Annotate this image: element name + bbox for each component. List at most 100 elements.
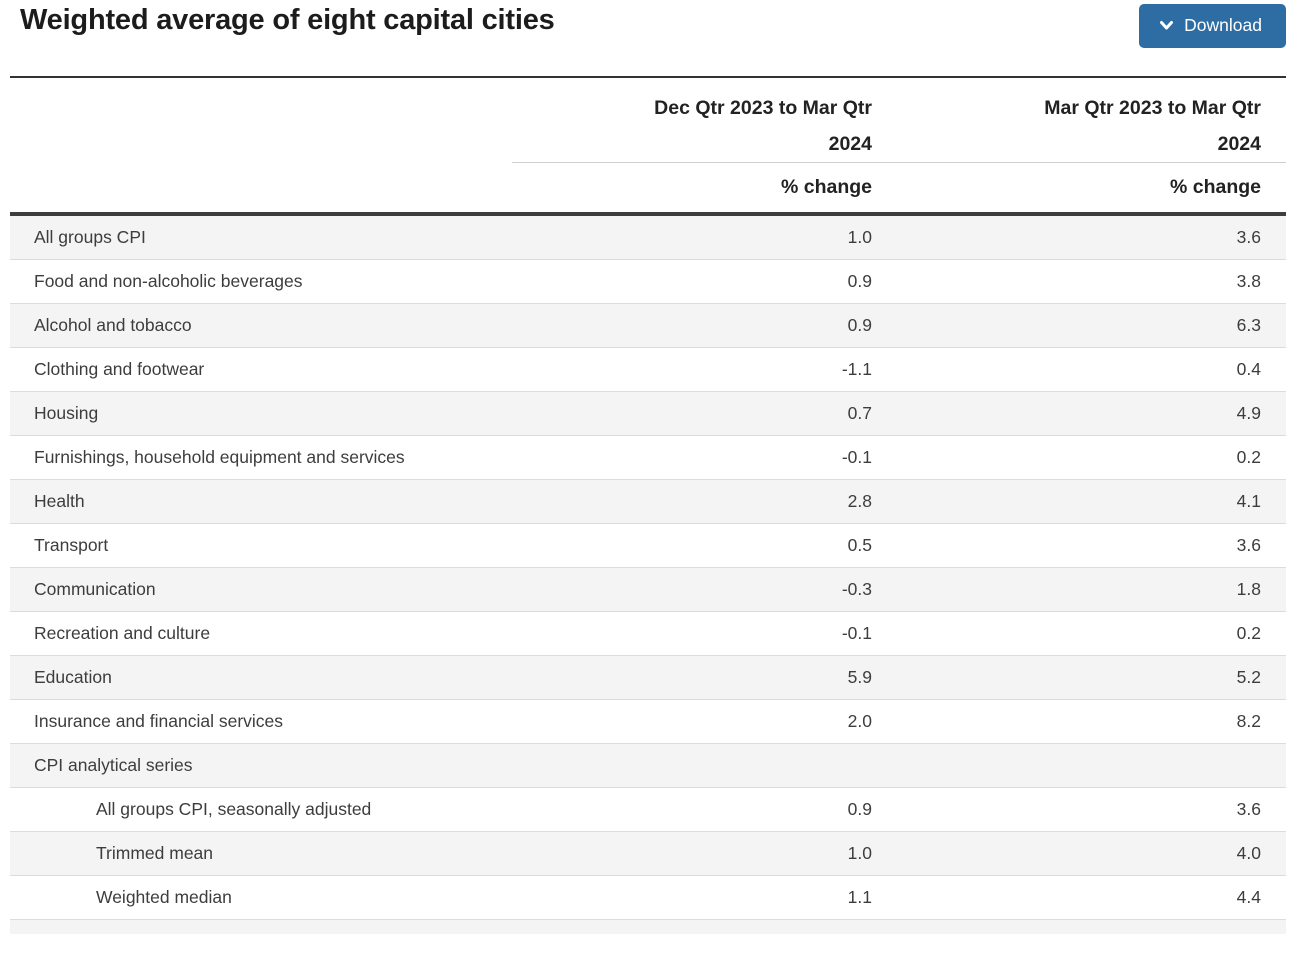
row-value-annual: 1.8 <box>1236 579 1261 599</box>
row-value-annual <box>897 744 1286 787</box>
partial-next-row <box>10 920 1286 934</box>
row-value-quarterly: 0.9 <box>847 315 872 335</box>
row-value-quarterly: 0.9 <box>847 799 872 819</box>
row-label-cell: CPI analytical series <box>10 744 512 787</box>
row-value-annual: 4.1 <box>1236 491 1261 511</box>
row-label-cell: Health <box>10 480 512 523</box>
table-row: All groups CPI 1.0 3.6 <box>10 216 1286 260</box>
row-value-quarterly: 1.0 <box>847 227 872 247</box>
row-value-annual: 5.2 <box>1236 667 1261 687</box>
unit-quarterly: % change <box>780 176 872 198</box>
row-label-cell: Alcohol and tobacco <box>10 304 512 347</box>
table-row: Clothing and footwear -1.1 0.4 <box>10 348 1286 392</box>
page-title: Weighted average of eight capital cities <box>20 4 555 36</box>
row-label: Recreation and culture <box>34 623 211 643</box>
row-value-quarterly: 5.9 <box>847 667 872 687</box>
row-label-cell: Furnishings, household equipment and ser… <box>10 436 512 479</box>
row-label-cell: Trimmed mean <box>10 832 512 875</box>
header-period-quarterly: Dec Qtr 2023 to Mar Qtr 2024 <box>512 78 897 163</box>
row-label: Weighted median <box>96 887 232 907</box>
row-label: Alcohol and tobacco <box>34 315 192 335</box>
table-row: Insurance and financial services 2.0 8.2 <box>10 700 1286 744</box>
row-value-quarterly: 1.0 <box>847 843 872 863</box>
header-period-annual-label: Mar Qtr 2023 to Mar Qtr 2024 <box>1044 97 1261 155</box>
table-row: Weighted median 1.1 4.4 <box>10 876 1286 920</box>
row-value-quarterly: 1.1 <box>847 887 872 907</box>
row-label-cell: Transport <box>10 524 512 567</box>
row-label-cell: Recreation and culture <box>10 612 512 655</box>
row-value-quarterly: -1.1 <box>841 359 872 379</box>
unit-annual: % change <box>1169 176 1261 198</box>
row-value-annual: 3.6 <box>1236 227 1261 247</box>
table-row: CPI analytical series <box>10 744 1286 788</box>
row-label: CPI analytical series <box>34 755 193 775</box>
row-value-annual: 4.9 <box>1236 403 1261 423</box>
row-label-cell: Food and non-alcoholic beverages <box>10 260 512 303</box>
header-period-annual: Mar Qtr 2023 to Mar Qtr 2024 <box>897 78 1286 163</box>
table-row: Communication -0.3 1.8 <box>10 568 1286 612</box>
row-label: Health <box>34 491 85 511</box>
table-row: All groups CPI, seasonally adjusted 0.9 … <box>10 788 1286 832</box>
download-label: Download <box>1184 15 1262 35</box>
row-label: Clothing and footwear <box>34 359 205 379</box>
row-value-quarterly: -0.1 <box>841 623 872 643</box>
row-label: Education <box>34 667 112 687</box>
row-label: Housing <box>34 403 99 423</box>
row-value-annual: 0.2 <box>1236 623 1261 643</box>
row-label: All groups CPI <box>34 227 146 247</box>
row-label: All groups CPI, seasonally adjusted <box>96 799 372 819</box>
row-label: Furnishings, household equipment and ser… <box>34 447 405 467</box>
table-body: All groups CPI 1.0 3.6 Food and non-alco… <box>10 216 1286 920</box>
row-value-quarterly: 0.9 <box>847 271 872 291</box>
chevron-down-icon <box>1159 19 1174 32</box>
row-value-quarterly: -0.1 <box>841 447 872 467</box>
table-header-units: % change % change <box>10 163 1286 212</box>
row-label-cell: Housing <box>10 392 512 435</box>
row-value-quarterly: 0.5 <box>847 535 872 555</box>
download-button[interactable]: Download <box>1139 4 1286 48</box>
table-row: Transport 0.5 3.6 <box>10 524 1286 568</box>
row-value-annual: 4.0 <box>1236 843 1261 863</box>
row-label: Communication <box>34 579 156 599</box>
header-period-quarterly-label: Dec Qtr 2023 to Mar Qtr 2024 <box>654 97 872 155</box>
row-value-quarterly: 2.0 <box>847 711 872 731</box>
row-label: Food and non-alcoholic beverages <box>34 271 303 291</box>
row-value-quarterly: 0.7 <box>847 403 872 423</box>
row-label-cell: Communication <box>10 568 512 611</box>
row-value-quarterly: 2.8 <box>847 491 872 511</box>
title-bar: Weighted average of eight capital cities… <box>0 0 1294 76</box>
row-value-annual: 8.2 <box>1236 711 1261 731</box>
row-value-annual: 0.4 <box>1236 359 1261 379</box>
row-label-cell: All groups CPI <box>10 216 512 259</box>
row-value-annual: 0.2 <box>1236 447 1261 467</box>
row-label: Transport <box>34 535 109 555</box>
row-label-cell: Clothing and footwear <box>10 348 512 391</box>
row-label-cell: All groups CPI, seasonally adjusted <box>10 788 512 831</box>
row-value-annual: 3.6 <box>1236 535 1261 555</box>
row-label-cell: Weighted median <box>10 876 512 919</box>
row-label: Trimmed mean <box>96 843 214 863</box>
table-row: Food and non-alcoholic beverages 0.9 3.8 <box>10 260 1286 304</box>
header-divider <box>10 212 1286 216</box>
row-value-annual: 6.3 <box>1236 315 1261 335</box>
table-row: Housing 0.7 4.9 <box>10 392 1286 436</box>
table-header-periods: Dec Qtr 2023 to Mar Qtr 2024 Mar Qtr 202… <box>10 78 1286 163</box>
row-label: Insurance and financial services <box>34 711 284 731</box>
table-row: Health 2.8 4.1 <box>10 480 1286 524</box>
table-row: Education 5.9 5.2 <box>10 656 1286 700</box>
row-value-annual: 3.8 <box>1236 271 1261 291</box>
table-row: Furnishings, household equipment and ser… <box>10 436 1286 480</box>
row-label-cell: Education <box>10 656 512 699</box>
header-empty-cell <box>10 78 512 163</box>
table-row: Recreation and culture -0.1 0.2 <box>10 612 1286 656</box>
table-row: Alcohol and tobacco 0.9 6.3 <box>10 304 1286 348</box>
row-value-quarterly: -0.3 <box>841 579 872 599</box>
row-value-quarterly <box>512 744 897 787</box>
row-value-annual: 3.6 <box>1236 799 1261 819</box>
row-value-annual: 4.4 <box>1236 887 1261 907</box>
row-label-cell: Insurance and financial services <box>10 700 512 743</box>
table-row: Trimmed mean 1.0 4.0 <box>10 832 1286 876</box>
unit-empty-cell <box>10 163 512 212</box>
cpi-table: Dec Qtr 2023 to Mar Qtr 2024 Mar Qtr 202… <box>10 76 1286 934</box>
